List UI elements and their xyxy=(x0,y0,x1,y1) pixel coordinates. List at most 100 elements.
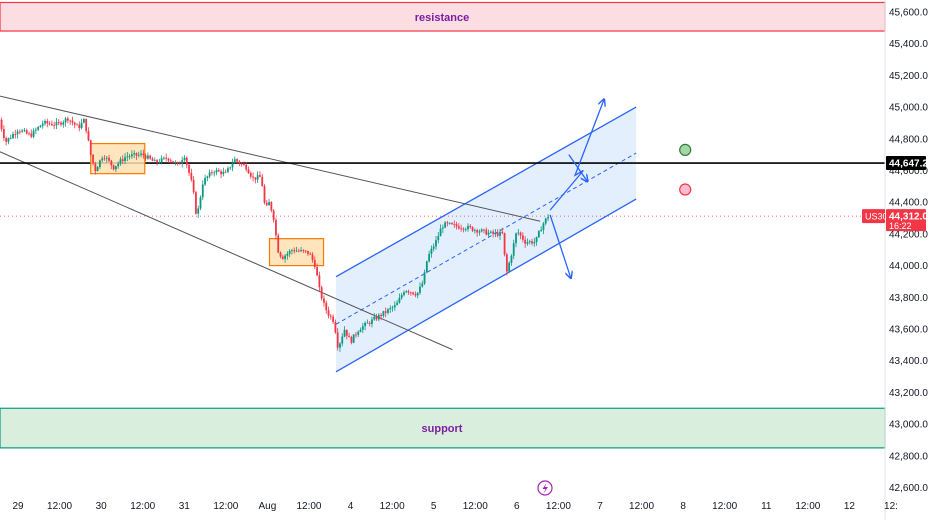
candle-body xyxy=(8,138,10,141)
candle-body xyxy=(453,224,455,225)
candle-body xyxy=(177,163,179,164)
candle-body xyxy=(538,231,540,237)
y-tick-label: 45,400.0 xyxy=(889,39,928,50)
candle-body xyxy=(227,168,229,172)
candle-body xyxy=(405,291,407,292)
candle-body xyxy=(508,263,510,272)
candle-body xyxy=(76,125,78,126)
candle-body xyxy=(62,122,64,124)
candle-body xyxy=(88,131,90,140)
x-tick-label: 12 xyxy=(844,501,856,512)
candle-body xyxy=(321,287,323,298)
candle-body xyxy=(437,236,439,240)
candle-body xyxy=(21,131,23,132)
candle-body xyxy=(30,134,32,137)
candle-body xyxy=(485,230,487,235)
candle-body xyxy=(373,317,375,319)
x-tick-label: 12:00 xyxy=(130,501,155,512)
candle-body xyxy=(238,161,240,163)
y-tick-label: 44,400.0 xyxy=(889,198,928,209)
candle-body xyxy=(280,252,282,256)
candle-body xyxy=(156,160,158,162)
candle-body xyxy=(513,243,515,256)
candle-body xyxy=(490,232,492,233)
x-tick-label: 29 xyxy=(12,501,24,512)
channel-fill xyxy=(336,107,636,372)
candle-body xyxy=(289,251,291,254)
candle-body xyxy=(318,275,320,287)
candle-body xyxy=(380,315,382,316)
candle-body xyxy=(53,125,55,126)
candle-body xyxy=(97,167,99,171)
candle-body xyxy=(42,124,44,126)
candle-body xyxy=(449,223,451,224)
candle-body xyxy=(124,157,126,161)
candle-body xyxy=(101,158,103,160)
candle-body xyxy=(408,291,410,292)
candle-body xyxy=(273,211,275,221)
candle-body xyxy=(383,311,385,316)
candle-body xyxy=(234,159,236,163)
candle-body xyxy=(472,227,474,231)
candle-body xyxy=(193,180,195,192)
candle-body xyxy=(161,158,163,162)
candle-body xyxy=(56,122,58,125)
candle-body xyxy=(216,170,218,172)
candle-body xyxy=(540,230,542,231)
candle-body xyxy=(527,242,529,243)
candle-body xyxy=(222,172,224,174)
red-circle xyxy=(680,184,691,195)
x-tick-label: 4 xyxy=(348,501,354,512)
candle-body xyxy=(547,217,549,218)
candle-body xyxy=(369,323,371,324)
candle-body xyxy=(300,250,302,251)
y-tick-label: 43,200.0 xyxy=(889,388,928,399)
y-tick-label: 43,800.0 xyxy=(889,293,928,304)
candle-body xyxy=(341,337,343,344)
candle-body xyxy=(129,156,131,157)
x-tick-label: 12:00 xyxy=(629,501,654,512)
candle-body xyxy=(60,123,62,125)
candle-body xyxy=(250,173,252,177)
upper-wedge-trendline xyxy=(0,96,540,221)
candle-body xyxy=(275,220,277,235)
x-tick-label: 12: xyxy=(884,501,898,512)
channel-layer xyxy=(336,107,636,372)
candle-body xyxy=(65,118,67,122)
candle-body xyxy=(424,272,426,283)
candle-body xyxy=(337,332,339,347)
candle-body xyxy=(298,251,300,252)
candle-body xyxy=(266,203,268,205)
candle-body xyxy=(394,305,396,307)
candle-body xyxy=(67,118,69,120)
candle-body xyxy=(463,229,465,230)
candle-body xyxy=(339,344,341,348)
candle-body xyxy=(346,330,348,336)
candle-body xyxy=(74,123,76,125)
x-tick-label: 31 xyxy=(179,501,191,512)
x-tick-label: 12:00 xyxy=(546,501,571,512)
candle-body xyxy=(163,158,165,159)
candle-body xyxy=(314,260,316,267)
candle-body xyxy=(12,134,14,138)
candle-body xyxy=(520,233,522,236)
candle-body xyxy=(5,138,7,142)
x-tick-label: 12:00 xyxy=(712,501,737,512)
candle-body xyxy=(188,165,190,173)
candle-body xyxy=(401,295,403,298)
candle-body xyxy=(479,231,481,232)
y-tick-label: 45,600.0 xyxy=(889,8,928,19)
candle-body xyxy=(220,171,222,174)
candle-body xyxy=(243,164,245,165)
candle-body xyxy=(195,192,197,214)
candle-body xyxy=(147,156,149,159)
candle-body xyxy=(325,303,327,311)
candle-body xyxy=(113,165,115,169)
candle-body xyxy=(483,230,485,231)
candle-body xyxy=(378,315,380,319)
candle-body xyxy=(282,257,284,259)
candle-body xyxy=(179,164,181,165)
candle-body xyxy=(467,226,469,229)
candle-body xyxy=(120,159,122,163)
y-tick-label: 43,000.0 xyxy=(889,420,928,431)
